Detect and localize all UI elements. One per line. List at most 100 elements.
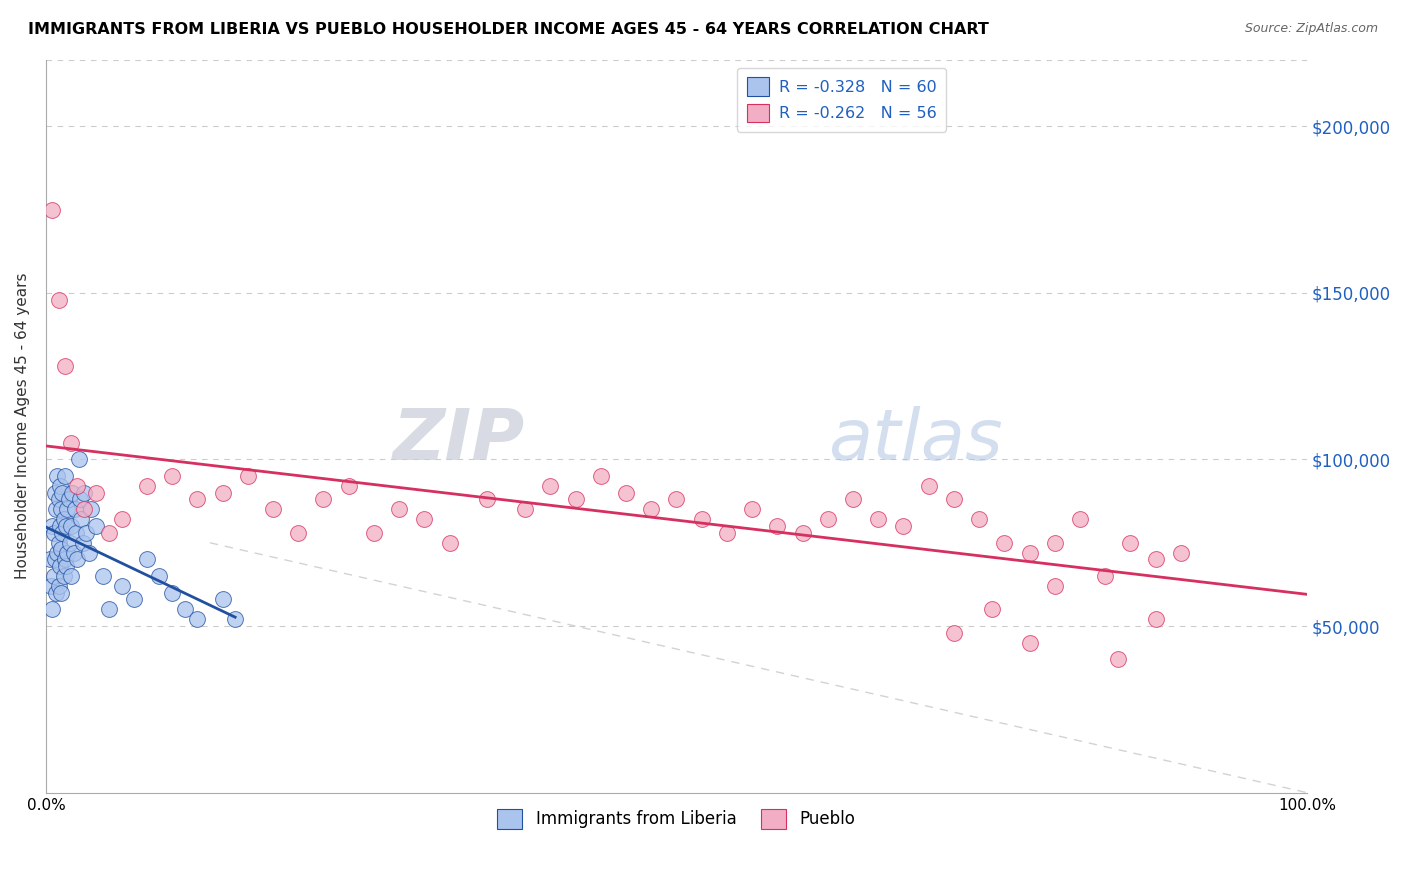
Point [477, 492, 499, 507]
Point [55, 559, 77, 574]
Point [538, 479, 561, 493]
Point [868, 512, 890, 526]
Point [49, 479, 72, 493]
Point [45, 585, 67, 599]
Point [665, 492, 688, 507]
Point [918, 479, 941, 493]
Point [49, 519, 72, 533]
Point [56, 546, 79, 560]
Point [967, 512, 990, 526]
Point [186, 492, 208, 507]
Point [53, 359, 76, 373]
Point [73, 502, 96, 516]
Point [135, 552, 157, 566]
Point [148, 569, 170, 583]
Point [69, 492, 91, 507]
Point [73, 485, 96, 500]
Point [792, 525, 814, 540]
Point [993, 535, 1015, 549]
Point [337, 479, 360, 493]
Point [75, 525, 97, 540]
Point [80, 502, 103, 516]
Point [262, 502, 284, 516]
Point [439, 535, 461, 549]
Point [111, 512, 134, 526]
Point [58, 492, 80, 507]
Point [160, 469, 183, 483]
Point [1069, 512, 1091, 526]
Point [690, 512, 713, 526]
Point [589, 469, 612, 483]
Point [45, 502, 67, 516]
Point [1119, 535, 1142, 549]
Point [77, 546, 100, 560]
Point [48, 492, 70, 507]
Point [55, 519, 77, 533]
Point [842, 492, 865, 507]
Point [614, 485, 637, 500]
Point [1107, 652, 1129, 666]
Point [52, 569, 75, 583]
Point [62, 546, 84, 560]
Point [86, 519, 108, 533]
Point [1018, 546, 1040, 560]
Point [53, 469, 76, 483]
Point [48, 535, 70, 549]
Text: atlas: atlas [828, 406, 1002, 475]
Point [980, 602, 1002, 616]
Y-axis label: Householder Income Ages 45 - 64 years: Householder Income Ages 45 - 64 years [15, 273, 30, 580]
Point [41, 202, 63, 217]
Point [98, 525, 121, 540]
Point [817, 512, 839, 526]
Point [413, 512, 436, 526]
Point [1094, 569, 1116, 583]
Point [63, 502, 86, 516]
Point [67, 452, 90, 467]
Text: ZIP: ZIP [392, 406, 526, 475]
Point [44, 485, 66, 500]
Text: Source: ZipAtlas.com: Source: ZipAtlas.com [1244, 22, 1378, 36]
Point [60, 435, 83, 450]
Point [388, 502, 411, 516]
Point [160, 585, 183, 599]
Point [46, 469, 69, 483]
Point [46, 546, 69, 560]
Point [86, 485, 108, 500]
Point [893, 519, 915, 533]
Point [173, 602, 195, 616]
Point [65, 525, 87, 540]
Point [51, 525, 73, 540]
Point [60, 569, 83, 583]
Point [716, 525, 738, 540]
Point [41, 602, 63, 616]
Point [66, 479, 89, 493]
Point [38, 552, 60, 566]
Point [1018, 636, 1040, 650]
Point [1144, 612, 1167, 626]
Point [1043, 535, 1066, 549]
Point [39, 579, 62, 593]
Point [122, 592, 145, 607]
Point [1170, 546, 1192, 560]
Point [363, 525, 385, 540]
Point [111, 579, 134, 593]
Point [48, 293, 70, 307]
Point [1043, 579, 1066, 593]
Point [42, 569, 65, 583]
Point [62, 485, 84, 500]
Point [72, 535, 94, 549]
Point [766, 519, 789, 533]
Point [59, 535, 82, 549]
Point [49, 502, 72, 516]
Point [211, 485, 233, 500]
Point [41, 519, 63, 533]
Point [49, 542, 72, 557]
Point [48, 579, 70, 593]
Text: IMMIGRANTS FROM LIBERIA VS PUEBLO HOUSEHOLDER INCOME AGES 45 - 64 YEARS CORRELAT: IMMIGRANTS FROM LIBERIA VS PUEBLO HOUSEH… [28, 22, 988, 37]
Legend: Immigrants from Liberia, Pueblo: Immigrants from Liberia, Pueblo [491, 802, 862, 836]
Point [60, 519, 83, 533]
Point [236, 469, 259, 483]
Point [49, 585, 72, 599]
Point [52, 512, 75, 526]
Point [135, 479, 157, 493]
